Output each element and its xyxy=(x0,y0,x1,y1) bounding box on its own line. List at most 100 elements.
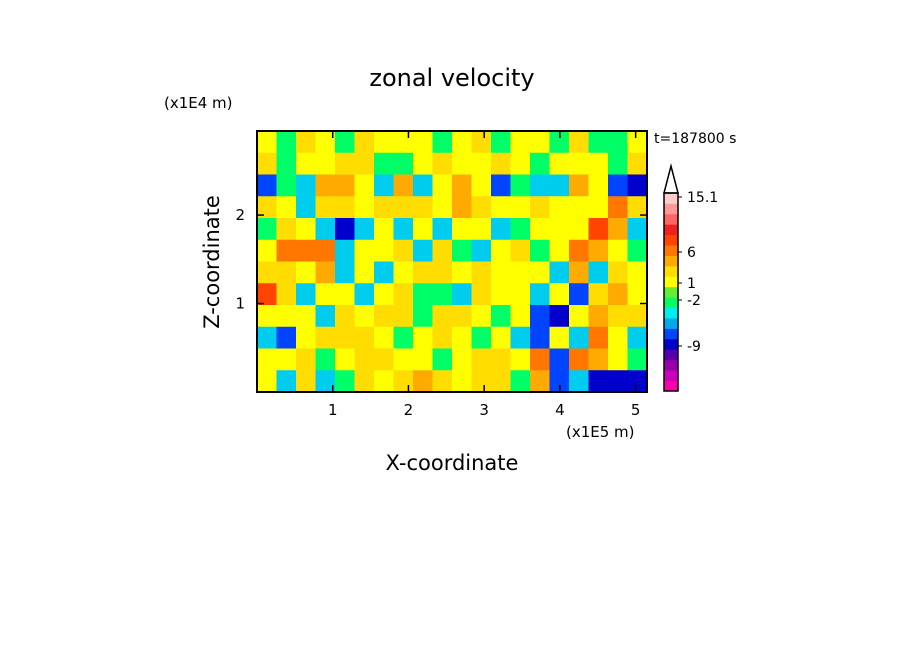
heatmap-cell xyxy=(452,326,473,350)
heatmap-cell xyxy=(354,348,375,371)
heatmap-cell xyxy=(549,305,570,328)
heatmap-cell xyxy=(257,370,278,393)
heatmap-cell xyxy=(491,348,512,371)
heatmap-cell xyxy=(374,348,395,371)
x-tick-label: 4 xyxy=(555,401,565,419)
heatmap-cell xyxy=(452,131,473,154)
heatmap-cell xyxy=(510,218,531,241)
heatmap-cell xyxy=(569,261,590,284)
heatmap-cell xyxy=(588,152,609,176)
heatmap-cell xyxy=(491,305,512,328)
colorbar-swatch xyxy=(664,255,678,267)
heatmap-cell xyxy=(471,348,492,371)
colorbar-swatch xyxy=(664,338,678,350)
heatmap-cell xyxy=(471,283,492,306)
heatmap-cell xyxy=(335,152,356,176)
heatmap-cell xyxy=(588,239,609,263)
heatmap-cell xyxy=(471,370,492,393)
heatmap-cell xyxy=(335,174,356,197)
heatmap-cell xyxy=(315,305,336,328)
heatmap-cell xyxy=(335,239,356,263)
heatmap-cell xyxy=(413,305,434,328)
heatmap-cell xyxy=(393,196,414,219)
heatmap-cell xyxy=(432,218,453,241)
colorbar-labels: 15.1 6 1-2 -9 xyxy=(678,190,718,355)
heatmap-cell xyxy=(471,131,492,154)
heatmap-cell xyxy=(257,261,278,284)
heatmap-cell xyxy=(549,283,570,306)
colorbar-swatch xyxy=(664,245,678,256)
heatmap-cell xyxy=(588,131,609,154)
x-tick-label: 3 xyxy=(479,401,489,419)
heatmap-cell xyxy=(569,152,590,176)
heatmap-cell xyxy=(315,283,336,306)
heatmap-cell xyxy=(452,370,473,393)
x-unit-label: (x1E5 m) xyxy=(566,423,635,441)
heatmap-cell xyxy=(491,152,512,176)
heatmap-cell xyxy=(588,174,609,197)
heatmap-cell xyxy=(588,348,609,371)
heatmap-cell xyxy=(608,283,629,306)
heatmap-cell xyxy=(393,218,414,241)
heatmap-cell xyxy=(354,305,375,328)
colorbar-swatches xyxy=(664,193,678,392)
heatmap-cell xyxy=(627,218,648,241)
heatmap-cell xyxy=(549,348,570,371)
heatmap-cell xyxy=(296,261,317,284)
heatmap-cell xyxy=(315,152,336,176)
heatmap-cell xyxy=(432,174,453,197)
heatmap-cell xyxy=(354,152,375,176)
heatmap-cell xyxy=(296,348,317,371)
y-unit-label: (x1E4 m) xyxy=(164,94,233,112)
heatmap-cell xyxy=(276,283,297,306)
heatmap-cell xyxy=(335,261,356,284)
heatmap-cell xyxy=(530,152,551,176)
colorbar-swatch xyxy=(664,193,678,204)
heatmap-cell xyxy=(608,152,629,176)
heatmap-cell xyxy=(471,174,492,197)
heatmap-cell xyxy=(432,196,453,219)
heatmap-cell xyxy=(393,239,414,263)
heatmap-cell xyxy=(627,261,648,284)
colorbar-swatch xyxy=(664,318,678,329)
heatmap-cell xyxy=(354,261,375,284)
heatmap-cell xyxy=(315,261,336,284)
time-label: t=187800 s xyxy=(654,131,736,147)
heatmap-cell xyxy=(315,348,336,371)
y-axis-title: Z-coordinate xyxy=(200,195,224,329)
heatmap-cell xyxy=(627,239,648,263)
heatmap-cell xyxy=(413,131,434,154)
colorbar-swatch xyxy=(664,328,678,340)
heatmap-cell xyxy=(608,196,629,219)
x-tick-label: 2 xyxy=(404,401,414,419)
heatmap-cell xyxy=(510,326,531,350)
heatmap-cell xyxy=(510,131,531,154)
y-tick-label: 1 xyxy=(235,295,245,313)
heatmap-cell xyxy=(510,261,531,284)
heatmap-cell xyxy=(374,239,395,263)
x-tick-label: 1 xyxy=(328,401,338,419)
heatmap-cell xyxy=(374,131,395,154)
heatmap-cell xyxy=(315,174,336,197)
heatmap-cell xyxy=(393,131,414,154)
heatmap-cell xyxy=(257,152,278,176)
heatmap-cell xyxy=(510,348,531,371)
heatmap-cell xyxy=(315,218,336,241)
heatmap-cell xyxy=(549,174,570,197)
heatmap-cell xyxy=(374,370,395,393)
colorbar-swatch xyxy=(664,265,678,277)
heatmap-cell xyxy=(413,196,434,219)
colorbar-swatch xyxy=(664,297,678,309)
heatmap-cell xyxy=(315,239,336,263)
heatmap-cell xyxy=(374,174,395,197)
heatmap-cell xyxy=(452,152,473,176)
heatmap-cell xyxy=(393,261,414,284)
heatmap-cell xyxy=(530,196,551,219)
heatmap-cell xyxy=(491,218,512,241)
heatmap-cell xyxy=(491,370,512,393)
heatmap-cell xyxy=(432,326,453,350)
colorbar-label: -9 xyxy=(687,339,701,355)
heatmap-cell xyxy=(315,196,336,219)
heatmap-cell xyxy=(432,283,453,306)
